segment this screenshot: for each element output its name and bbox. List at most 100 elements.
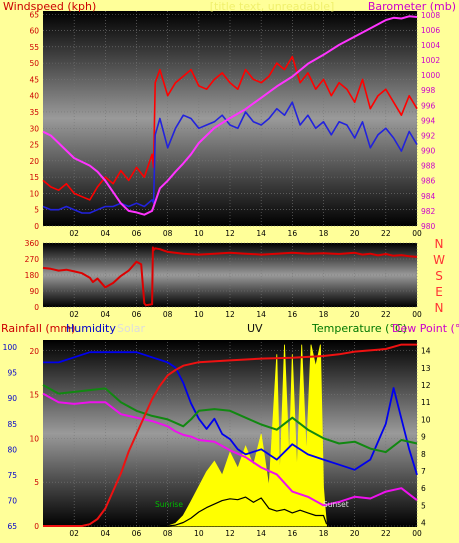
humidity-tick-label: 90: [7, 394, 17, 403]
barometer-tick-label: 988: [421, 162, 436, 171]
barometer-tick-label: 982: [421, 207, 436, 216]
x-tick-label: 22: [381, 529, 391, 538]
compass-label: N: [435, 237, 444, 251]
x-tick-label: 12: [225, 229, 235, 238]
rain-tick-label: 0: [34, 522, 39, 531]
barometer-tick-label: 1000: [421, 71, 440, 80]
windspeed-tick-label: 30: [29, 124, 39, 133]
x-tick-label: 14: [256, 310, 266, 319]
direction-tick-label: 180: [25, 271, 40, 280]
wind-axis-ticks: 0 5 10 15 20 25 30 35 40 45 50 55 60 65 980 982 984 986 98…: [29, 10, 440, 238]
temperature-tick-label: 10: [421, 415, 431, 424]
x-tick-label: 18: [319, 310, 329, 319]
humidity-tick-label: 75: [7, 471, 17, 480]
climate-series: [42, 343, 418, 527]
temperature-tick-label: 12: [421, 381, 431, 390]
gust-line: [42, 55, 418, 201]
temperature-tick-label: 14: [421, 347, 431, 356]
humidity-label: Humidity: [66, 322, 116, 335]
x-tick-label: 06: [132, 310, 142, 319]
x-tick-label: 08: [163, 310, 173, 319]
direction-series: [42, 246, 418, 307]
rain-humidity-temperature-panel: 0510152065707580859095100456789101112131…: [1, 322, 459, 538]
temperature-tick-label: 5: [421, 501, 426, 510]
windspeed-tick-label: 65: [29, 10, 39, 19]
x-tick-label: 06: [132, 529, 142, 538]
x-tick-label: 22: [381, 310, 391, 319]
barometer-tick-label: 986: [421, 177, 436, 186]
compass-label: N: [435, 301, 444, 315]
humidity-tick-label: 100: [3, 343, 18, 352]
direction-tick-label: 360: [25, 239, 40, 248]
x-tick-label: 08: [163, 229, 173, 238]
x-tick-label: 12: [225, 310, 235, 319]
barometer-tick-label: 1006: [421, 26, 440, 35]
x-tick-label: 00: [412, 229, 422, 238]
x-tick-label: 10: [194, 529, 204, 538]
sunrise-label: Sunrise: [155, 500, 183, 509]
windspeed-tick-label: 35: [29, 108, 39, 117]
x-tick-label: 20: [350, 229, 360, 238]
direction-line: [42, 246, 418, 307]
wind-line: [42, 101, 418, 214]
x-tick-label: 06: [132, 229, 142, 238]
temperature-tick-label: 7: [421, 467, 426, 476]
barometer-tick-label: 994: [421, 116, 436, 125]
x-tick-label: 04: [101, 529, 111, 538]
compass-label: W: [433, 253, 445, 267]
x-tick-label: 02: [69, 529, 79, 538]
direction-tick-label: 270: [25, 255, 40, 264]
barometer-tick-label: 1008: [421, 11, 440, 20]
x-tick-label: 14: [256, 229, 266, 238]
wind-barometer-panel: 0 5 10 15 20 25 30 35 40 45 50 55 60 65 980 982 984 986 98…: [3, 0, 456, 238]
direction-axis-ticks: 360 270 180 90 0 02 04 06 08 10 12 14 16 18 20 22 00: [25, 239, 422, 319]
temperature-tick-label: 6: [421, 484, 426, 493]
climate-axis-ticks: 0510152065707580859095100456789101112131…: [3, 343, 431, 538]
x-tick-label: 22: [381, 229, 391, 238]
solar-label: Solar: [117, 322, 146, 335]
windspeed-tick-label: 40: [29, 92, 39, 101]
x-tick-label: 00: [412, 529, 422, 538]
x-tick-label: 16: [288, 310, 298, 319]
pressure-line: [42, 15, 418, 216]
x-tick-label: 10: [194, 310, 204, 319]
rain-tick-label: 5: [34, 478, 39, 487]
barometer-tick-label: 980: [421, 222, 436, 231]
windspeed-tick-label: 50: [29, 59, 39, 68]
direction-tick-label: 90: [29, 287, 39, 296]
rain-tick-label: 20: [29, 347, 39, 356]
rainfall-label: Rainfall (mm): [1, 322, 75, 335]
windspeed-tick-label: 60: [29, 27, 39, 36]
uv-line: [159, 496, 328, 527]
x-tick-label: 14: [256, 529, 266, 538]
temperature-tick-label: 13: [421, 364, 431, 373]
x-tick-label: 20: [350, 529, 360, 538]
wind-chart-overlay-title: [title text, unreadable]: [210, 0, 335, 13]
solar-series: [159, 344, 328, 527]
barometer-tick-label: 1002: [421, 56, 440, 65]
dewpoint-line: [42, 392, 418, 507]
x-tick-label: 18: [319, 529, 329, 538]
temperature-tick-label: 11: [421, 398, 431, 407]
humidity-line: [43, 351, 418, 476]
x-tick-label: 20: [350, 310, 360, 319]
temperature-tick-label: 4: [421, 519, 426, 528]
windspeed-tick-label: 10: [29, 189, 39, 198]
humidity-tick-label: 95: [7, 369, 17, 378]
wind-gridlines: [43, 11, 418, 227]
compass-label: S: [435, 269, 443, 283]
barometer-tick-label: 992: [421, 131, 436, 140]
temperature-tick-label: 9: [421, 433, 426, 442]
wind-series: [42, 15, 418, 216]
rain-tick-label: 15: [29, 391, 39, 400]
rain-tick-label: 10: [29, 434, 39, 443]
rainfall-line: [43, 343, 417, 527]
humidity-tick-label: 65: [7, 522, 17, 531]
windspeed-tick-label: 5: [34, 206, 39, 215]
windspeed-tick-label: 55: [29, 43, 39, 52]
direction-gridlines: [43, 242, 418, 308]
x-tick-label: 04: [101, 310, 111, 319]
